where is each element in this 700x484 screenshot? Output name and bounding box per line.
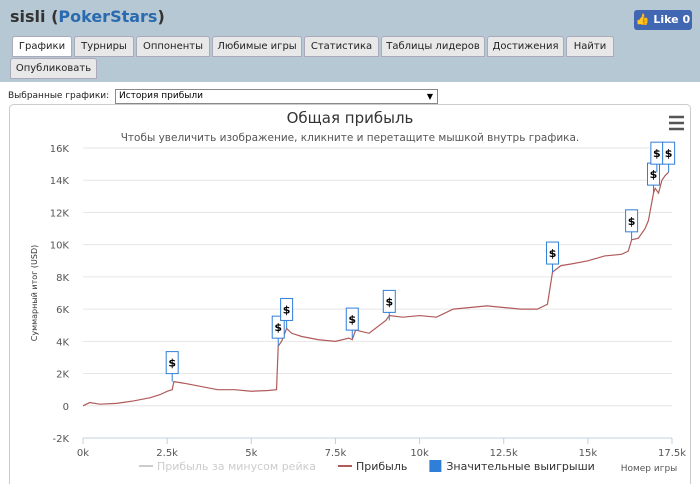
win-flag: $ — [345, 307, 359, 339]
profit-line — [82, 171, 670, 407]
menu-icon[interactable] — [669, 115, 684, 131]
chart-title: Общая прибыль — [287, 109, 414, 127]
flag — [271, 315, 285, 339]
legend-label[interactable]: Прибыль — [356, 460, 407, 473]
x-tick-label: 5k — [245, 448, 257, 459]
x-tick-label: 2.5k — [156, 448, 178, 459]
flag — [546, 241, 560, 265]
flag-label: $ — [385, 295, 393, 308]
site-link[interactable]: PokerStars — [58, 7, 158, 26]
flag-label: $ — [168, 357, 176, 370]
win-flag: $ — [382, 289, 396, 321]
flag-label: $ — [549, 247, 557, 260]
x-tick-label: 7.5k — [325, 448, 347, 459]
y-tick-label: 16K — [50, 144, 70, 155]
tab[interactable]: Оппоненты — [136, 36, 210, 57]
flag — [625, 209, 639, 233]
legend-label[interactable]: Прибыль за минусом рейка — [157, 460, 316, 473]
y-tick-label: 10K — [50, 241, 70, 252]
win-flag: $ — [280, 297, 294, 329]
win-flag: $ — [165, 351, 179, 382]
tab[interactable]: Графики — [12, 36, 72, 57]
tab[interactable]: Достижения — [487, 36, 564, 57]
y-tick-label: -2K — [52, 434, 69, 445]
legend-label[interactable]: Значительные выигрыши — [446, 460, 594, 473]
tab[interactable]: Опубликовать — [10, 58, 97, 79]
tab[interactable]: Турниры — [74, 36, 134, 57]
chart-frame — [9, 104, 691, 484]
y-axis-title: Суммарный итог (USD) — [30, 245, 39, 342]
header-bar: sisli (PokerStars) 👍 Like 0 Графики Турни… — [0, 0, 700, 82]
x-tick-label: 17.5k — [658, 448, 686, 459]
select-value: История прибыли — [119, 91, 203, 101]
y-tick-label: 6K — [56, 305, 69, 316]
select-arrow: ▼ — [426, 92, 433, 101]
win-flag: $ — [625, 209, 639, 240]
flag-label: $ — [653, 147, 661, 160]
x-tick-label: 15k — [579, 448, 598, 459]
win-flag: $ — [662, 141, 676, 173]
title-part: sisli ( — [10, 7, 59, 26]
flag-label: $ — [650, 168, 658, 181]
flag-label: $ — [274, 321, 282, 334]
chart-select[interactable]: История прибыли ▼ — [115, 89, 438, 104]
x-axis-title: Номер игры — [621, 464, 678, 474]
title-part: ) — [157, 7, 165, 26]
tab[interactable]: Таблицы лидеров — [381, 36, 485, 57]
chart: Общая прибыль Чтобы увеличить изображени… — [9, 104, 691, 484]
y-tick-label: 8K — [56, 273, 69, 284]
tab[interactable]: Любимые игры — [212, 36, 302, 57]
win-flag: $ — [271, 315, 285, 347]
page-title: sisli (PokerStars) — [10, 7, 165, 26]
y-tick-label: 14K — [50, 176, 70, 187]
y-tick-label: 4K — [56, 337, 69, 348]
flag — [382, 289, 396, 313]
tab[interactable]: Статистика — [304, 36, 379, 57]
flag — [662, 141, 676, 165]
like-button[interactable]: 👍 Like 0 — [634, 10, 692, 30]
x-tick-label: 0k — [77, 448, 89, 459]
like-label: Like — [653, 13, 679, 26]
win-flag: $ — [546, 241, 560, 273]
tab[interactable]: Найти — [566, 36, 614, 57]
flag-label: $ — [283, 303, 291, 316]
y-tick-label: 2K — [56, 370, 69, 381]
flag-label: $ — [665, 147, 673, 160]
x-tick-label: 10k — [410, 448, 429, 459]
x-tick-label: 12.5k — [490, 448, 518, 459]
selector-label: Выбранные графики: — [8, 91, 110, 101]
flag-label: $ — [628, 215, 636, 228]
flag — [345, 307, 359, 331]
flag-label: $ — [348, 313, 356, 326]
flag — [165, 351, 179, 375]
y-tick-label: 12K — [50, 208, 70, 219]
chart-subtitle: Чтобы увеличить изображение, кликните и … — [121, 132, 580, 144]
y-tick-label: 0 — [63, 402, 69, 413]
like-count: 0 — [682, 13, 691, 26]
legend-swatch — [429, 460, 442, 472]
flag — [280, 297, 294, 321]
